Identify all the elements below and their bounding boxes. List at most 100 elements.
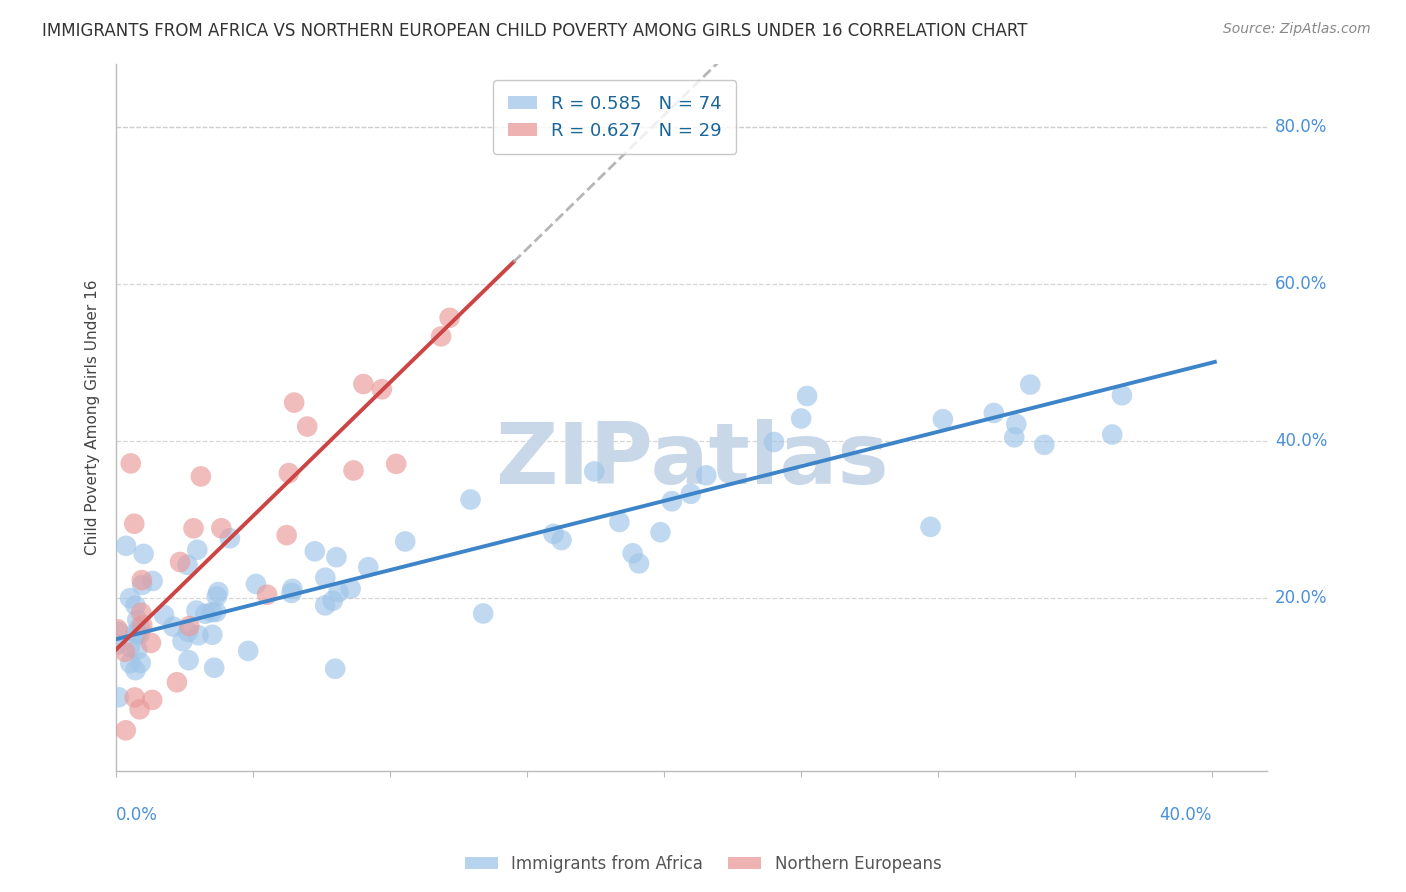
Point bbox=[201, 605, 224, 619]
Point bbox=[314, 599, 336, 613]
Point bbox=[328, 585, 350, 599]
Point bbox=[201, 628, 224, 642]
Point bbox=[177, 624, 200, 639]
Point bbox=[385, 457, 408, 471]
Point bbox=[323, 662, 346, 676]
Point bbox=[169, 555, 191, 569]
Point bbox=[661, 494, 683, 508]
Point bbox=[107, 690, 129, 705]
Point bbox=[125, 626, 148, 640]
Point bbox=[339, 582, 361, 596]
Point bbox=[205, 590, 228, 604]
Point bbox=[127, 642, 149, 657]
Text: 20.0%: 20.0% bbox=[1275, 590, 1327, 607]
Point bbox=[177, 653, 200, 667]
Point bbox=[679, 487, 702, 501]
Point bbox=[186, 603, 208, 617]
Point bbox=[162, 620, 184, 634]
Point bbox=[128, 620, 150, 634]
Point bbox=[120, 656, 142, 670]
Point bbox=[207, 585, 229, 599]
Point bbox=[131, 573, 153, 587]
Point bbox=[932, 412, 955, 426]
Point bbox=[118, 640, 141, 654]
Point bbox=[219, 531, 242, 545]
Point bbox=[277, 466, 299, 480]
Point bbox=[314, 571, 336, 585]
Point bbox=[322, 594, 344, 608]
Point bbox=[550, 533, 572, 548]
Point bbox=[245, 577, 267, 591]
Point bbox=[128, 627, 150, 641]
Point bbox=[325, 550, 347, 565]
Text: 80.0%: 80.0% bbox=[1275, 118, 1327, 136]
Text: 40.0%: 40.0% bbox=[1275, 432, 1327, 450]
Point bbox=[920, 520, 942, 534]
Point bbox=[357, 560, 380, 574]
Point bbox=[141, 693, 163, 707]
Legend: R = 0.585   N = 74, R = 0.627   N = 29: R = 0.585 N = 74, R = 0.627 N = 29 bbox=[494, 80, 737, 154]
Point bbox=[283, 395, 305, 409]
Point bbox=[430, 329, 453, 343]
Point bbox=[650, 525, 672, 540]
Point bbox=[297, 419, 319, 434]
Point bbox=[186, 542, 208, 557]
Point bbox=[187, 628, 209, 642]
Point bbox=[796, 389, 818, 403]
Point bbox=[115, 539, 138, 553]
Point bbox=[107, 622, 129, 636]
Point bbox=[983, 406, 1005, 420]
Point bbox=[153, 607, 176, 622]
Point bbox=[371, 382, 394, 396]
Point bbox=[460, 492, 482, 507]
Point bbox=[127, 613, 149, 627]
Point bbox=[342, 463, 364, 477]
Text: 40.0%: 40.0% bbox=[1160, 806, 1212, 824]
Point bbox=[139, 636, 162, 650]
Point bbox=[128, 702, 150, 716]
Point bbox=[124, 516, 146, 531]
Point bbox=[131, 578, 153, 592]
Point bbox=[107, 624, 129, 639]
Text: ZIPatlas: ZIPatlas bbox=[495, 418, 889, 501]
Point bbox=[627, 557, 650, 571]
Point bbox=[120, 457, 142, 471]
Point bbox=[352, 377, 374, 392]
Point bbox=[124, 626, 146, 640]
Point bbox=[124, 663, 146, 677]
Point bbox=[281, 582, 304, 596]
Point bbox=[439, 310, 461, 325]
Point bbox=[304, 544, 326, 558]
Point bbox=[202, 661, 225, 675]
Point bbox=[194, 607, 217, 621]
Point bbox=[1101, 427, 1123, 442]
Point bbox=[280, 586, 302, 600]
Point bbox=[276, 528, 298, 542]
Point bbox=[205, 605, 228, 619]
Point bbox=[129, 656, 152, 670]
Point bbox=[132, 547, 155, 561]
Point bbox=[105, 638, 128, 652]
Point bbox=[190, 469, 212, 483]
Point bbox=[695, 468, 717, 483]
Point bbox=[1005, 417, 1028, 431]
Point bbox=[129, 606, 152, 620]
Point bbox=[394, 534, 416, 549]
Point bbox=[131, 618, 153, 632]
Point bbox=[1019, 377, 1042, 392]
Point bbox=[172, 634, 194, 648]
Point bbox=[179, 619, 201, 633]
Point bbox=[472, 607, 495, 621]
Text: 0.0%: 0.0% bbox=[117, 806, 157, 824]
Point bbox=[124, 690, 146, 705]
Point bbox=[209, 521, 232, 535]
Point bbox=[1033, 438, 1056, 452]
Point bbox=[790, 411, 813, 425]
Point bbox=[166, 675, 188, 690]
Point bbox=[142, 574, 165, 588]
Point bbox=[238, 644, 260, 658]
Point bbox=[124, 599, 146, 613]
Point bbox=[256, 588, 278, 602]
Text: 60.0%: 60.0% bbox=[1275, 275, 1327, 293]
Point bbox=[183, 521, 205, 535]
